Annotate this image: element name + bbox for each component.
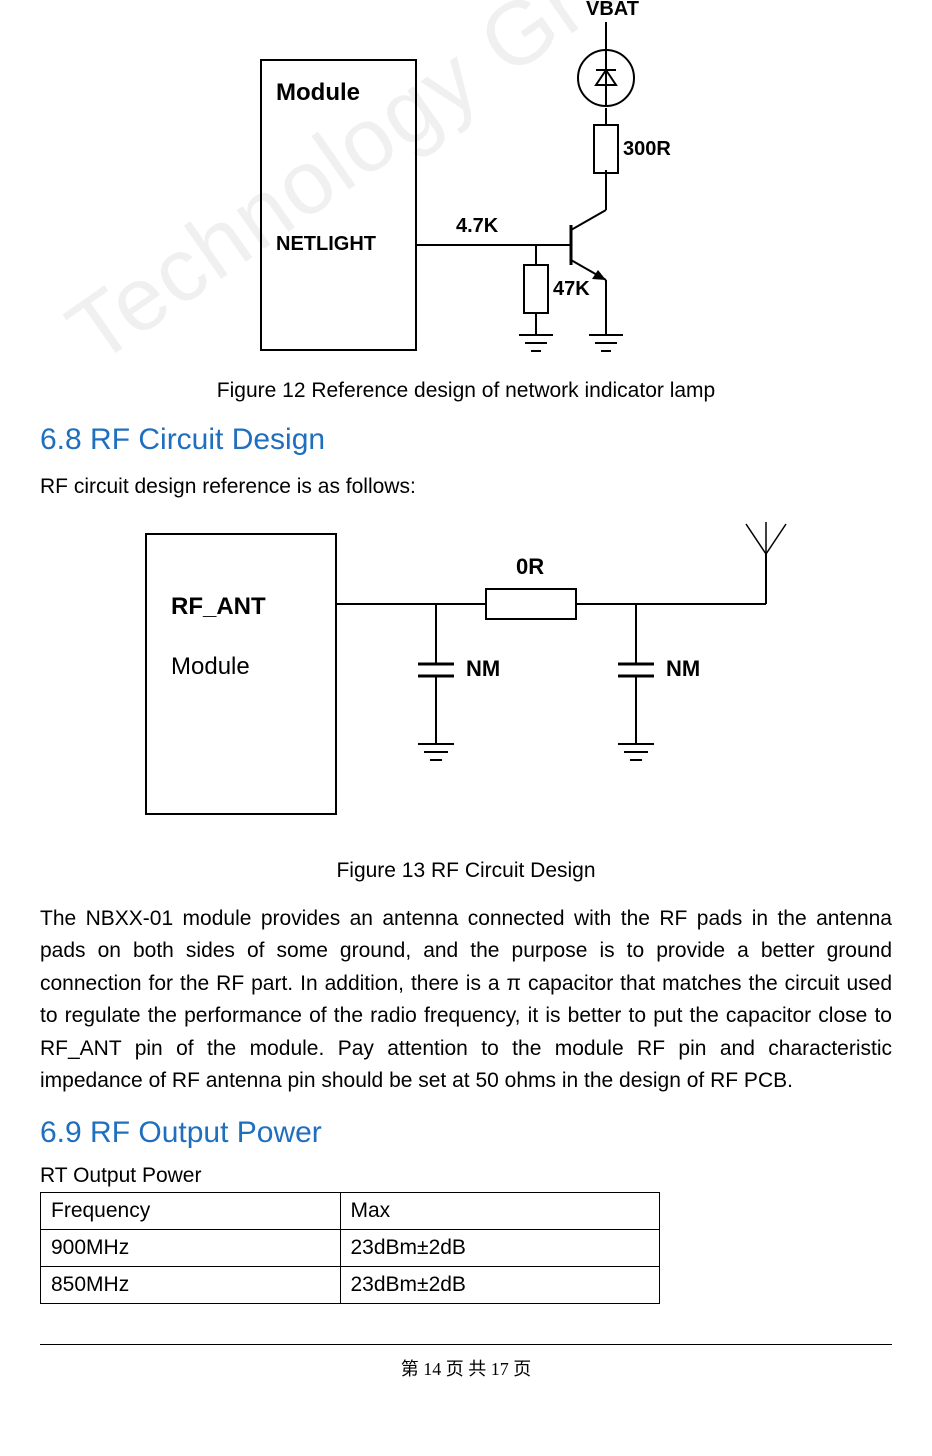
table-caption: RT Output Power [40,1164,892,1188]
table-header-cell: Max [340,1192,660,1229]
figure-13-diagram: RF_ANT Module 0R NM [40,514,892,839]
fig12-module-label: Module [276,79,360,106]
page-current: 14 [423,1359,441,1379]
table-cell: 23dBm±2dB [340,1229,660,1266]
figure-13-caption: Figure 13 RF Circuit Design [40,859,892,883]
section-6-8-paragraph: The NBXX-01 module provides an antenna c… [40,903,892,1098]
section-6-8-intro: RF circuit design reference is as follow… [40,471,892,504]
fig12-vbat-label: VBAT [586,0,639,20]
fig13-r0-label: 0R [516,554,544,579]
table-cell: 23dBm±2dB [340,1266,660,1303]
table-row: 900MHz 23dBm±2dB [41,1229,660,1266]
section-6-9-heading: 6.9 RF Output Power [40,1116,892,1150]
table-header-cell: Frequency [41,1192,341,1229]
fig12-r1-label: 300R [623,138,671,160]
footer-suffix: 页 [509,1359,532,1379]
rf-output-power-table: Frequency Max 900MHz 23dBm±2dB 850MHz 23… [40,1192,660,1304]
fig13-module-label: Module [171,653,250,680]
page-footer: 第 14 页 共 17 页 [40,1344,892,1381]
table-row: 850MHz 23dBm±2dB [41,1266,660,1303]
table-header-row: Frequency Max [41,1192,660,1229]
fig13-nm2-label: NM [666,656,700,681]
section-6-8-heading: 6.8 RF Circuit Design [40,423,892,457]
footer-mid: 页 共 [441,1359,491,1379]
figure-12-diagram: Module NETLIGHT 4.7K 47K [40,0,892,365]
table-cell: 900MHz [41,1229,341,1266]
fig12-netlight-label: NETLIGHT [276,233,376,255]
fig13-nm1-label: NM [466,656,500,681]
table-cell: 850MHz [41,1266,341,1303]
fig12-r3-label: 47K [553,278,590,300]
fig12-r2-label: 4.7K [456,215,499,237]
fig13-rfant-label: RF_ANT [171,593,266,620]
figure-12-caption: Figure 12 Reference design of network in… [40,379,892,403]
footer-prefix: 第 [401,1359,424,1379]
page-total: 17 [491,1359,509,1379]
